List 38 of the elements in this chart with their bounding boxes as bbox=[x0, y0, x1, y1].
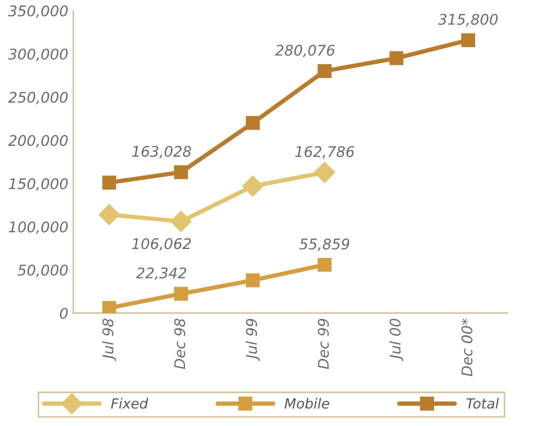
x-tick-label: Dec 00* bbox=[461, 318, 472, 376]
x-tick-label: Dec 98 bbox=[174, 318, 186, 369]
point bbox=[102, 300, 116, 314]
y-tick-label: 350,000 bbox=[8, 5, 68, 18]
y-tick-label: 300,000 bbox=[8, 48, 68, 62]
data-label: 22,342 bbox=[136, 267, 186, 280]
data-label: 55,859 bbox=[299, 238, 350, 251]
point bbox=[102, 176, 116, 190]
point bbox=[246, 273, 260, 288]
x-tick-label: Dec 99 bbox=[318, 318, 329, 369]
y-tick-label: 50,000 bbox=[18, 264, 68, 278]
legend-label: Fixed bbox=[111, 398, 148, 409]
point bbox=[389, 51, 404, 66]
legend-label: Mobile bbox=[284, 398, 330, 409]
y-tick-label: 0 bbox=[60, 308, 68, 319]
data-label: 162,786 bbox=[295, 146, 354, 159]
data-label: 106,062 bbox=[132, 238, 191, 251]
y-tick-label: 250,000 bbox=[8, 92, 68, 104]
point bbox=[318, 64, 332, 78]
point bbox=[242, 176, 264, 197]
data-label: 280,076 bbox=[275, 44, 335, 58]
legend-label: Total bbox=[466, 398, 499, 409]
data-label: 315,800 bbox=[438, 14, 498, 26]
point bbox=[174, 286, 188, 301]
point bbox=[314, 162, 336, 183]
x-tick-label: Jul 99 bbox=[246, 318, 260, 362]
y-tick-label: 150,000 bbox=[8, 178, 68, 191]
point bbox=[174, 165, 188, 180]
point bbox=[461, 33, 476, 48]
x-tick-label: Jul 00 bbox=[389, 318, 404, 362]
y-tick-label: 100,000 bbox=[8, 221, 68, 234]
point bbox=[170, 210, 192, 232]
x-tick-label: Jul 98 bbox=[102, 318, 116, 362]
point bbox=[98, 204, 120, 226]
point bbox=[318, 258, 332, 272]
data-label: 163,028 bbox=[132, 146, 192, 158]
point bbox=[246, 116, 260, 130]
y-tick-label: 200,000 bbox=[8, 134, 68, 148]
